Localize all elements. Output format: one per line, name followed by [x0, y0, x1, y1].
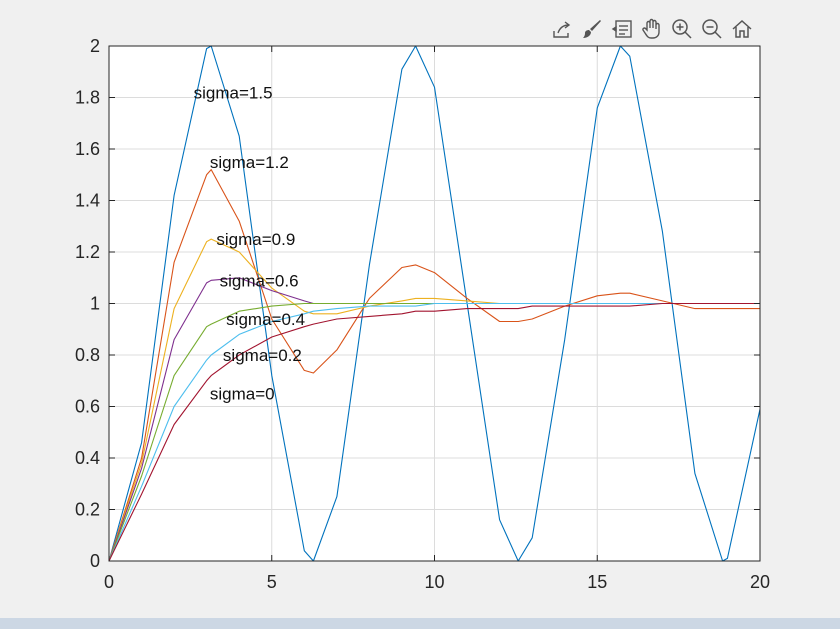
y-tick-label: 1.2	[75, 242, 100, 262]
pan-hand-icon[interactable]	[638, 14, 666, 44]
y-tick-label: 2	[90, 36, 100, 56]
annotation-label: sigma=1.2	[210, 153, 289, 172]
x-tick-label: 15	[587, 572, 607, 592]
x-tick-label: 10	[424, 572, 444, 592]
y-tick-label: 0.4	[75, 448, 100, 468]
series-line-5	[108, 302, 760, 562]
x-tick-label: 0	[104, 572, 114, 592]
y-tick-label: 0.8	[75, 345, 100, 365]
x-tick-label: 20	[750, 572, 770, 592]
brush-icon[interactable]	[578, 14, 606, 44]
series-line-6	[108, 302, 760, 562]
zoom-out-icon[interactable]	[698, 14, 726, 44]
zoom-in-icon[interactable]	[668, 14, 696, 44]
annotation-label: sigma=0.6	[220, 271, 299, 290]
home-icon[interactable]	[728, 14, 756, 44]
x-tick-label: 5	[267, 572, 277, 592]
series-line-1	[108, 169, 760, 562]
data-tips-icon[interactable]	[608, 14, 636, 44]
y-tick-label: 0	[90, 551, 100, 571]
annotation-label: sigma=0	[210, 385, 275, 404]
annotation-label: sigma=0.2	[223, 346, 302, 365]
annotation-label: sigma=0.9	[216, 230, 295, 249]
y-tick-label: 0.6	[75, 397, 100, 417]
axes-toolbar	[548, 14, 756, 44]
export-icon[interactable]	[548, 14, 576, 44]
series-line-0	[108, 45, 761, 562]
annotation-label: sigma=1.5	[194, 83, 273, 102]
y-tick-label: 1	[90, 294, 100, 314]
y-tick-label: 0.2	[75, 500, 100, 520]
window-bottom-edge	[0, 618, 840, 629]
y-tick-label: 1.6	[75, 139, 100, 159]
y-tick-label: 1.4	[75, 191, 100, 211]
annotation-label: sigma=0.4	[226, 310, 305, 329]
y-tick-label: 1.8	[75, 88, 100, 108]
